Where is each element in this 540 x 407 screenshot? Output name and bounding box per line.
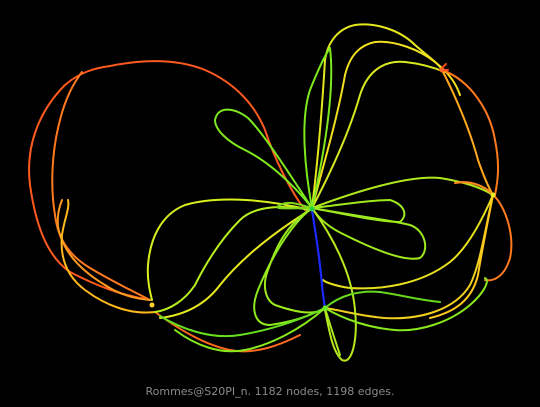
- edge-petal-lower-right: [311, 207, 357, 362]
- edge-lowerhub-down: [324, 307, 341, 356]
- edge-top-loop-b: [311, 40, 461, 209]
- edge-right-lower-c: [429, 194, 494, 319]
- edge-center-to-leftlower-b: [154, 206, 311, 313]
- edge-left-lower-orange: [154, 311, 301, 353]
- edge-center-spine: [310, 208, 327, 310]
- hub-right: [490, 192, 496, 198]
- hub-center: [309, 206, 315, 212]
- edge-top-right-hub-out-b: [441, 69, 494, 196]
- edge-left-inner-loop: [51, 71, 151, 301]
- edge-petal-right-upper: [311, 199, 406, 223]
- edge-lowerhub-left-b: [174, 307, 326, 353]
- edge-center-to-leftlower-a: [146, 198, 311, 301]
- edge-right-outer-loop: [484, 194, 513, 282]
- edge-petal-left-small: [276, 201, 313, 210]
- edge-left-long: [60, 199, 156, 314]
- edge-center-to-right-a: [311, 176, 494, 209]
- hub-top-right: [439, 67, 445, 73]
- graph-caption: Rommes@S20PI_n. 1182 nodes, 1198 edges.: [145, 385, 395, 398]
- edge-petal-upper-left: [214, 108, 313, 209]
- edge-layer: [28, 23, 513, 362]
- edge-top-right-hub-out: [441, 69, 499, 196]
- edge-left-bulge: [56, 199, 151, 301]
- hub-layer: [149, 67, 496, 311]
- edge-petal-upper: [303, 47, 333, 209]
- edge-top-loop-c: [311, 60, 446, 209]
- edge-top-loop-a: [311, 23, 443, 209]
- edge-right-lower-b: [322, 194, 494, 290]
- edge-lowerhub-center-small: [324, 290, 441, 309]
- edge-petal-lower-left-b: [263, 207, 324, 314]
- edge-center-to-leftlower-c: [159, 209, 311, 319]
- edge-right-orange-hook: [454, 181, 493, 195]
- hub-lower: [322, 305, 328, 311]
- edge-lowerhub-left: [159, 307, 326, 338]
- edge-lowerhub-right: [324, 277, 488, 332]
- hub-left-lower: [149, 302, 155, 308]
